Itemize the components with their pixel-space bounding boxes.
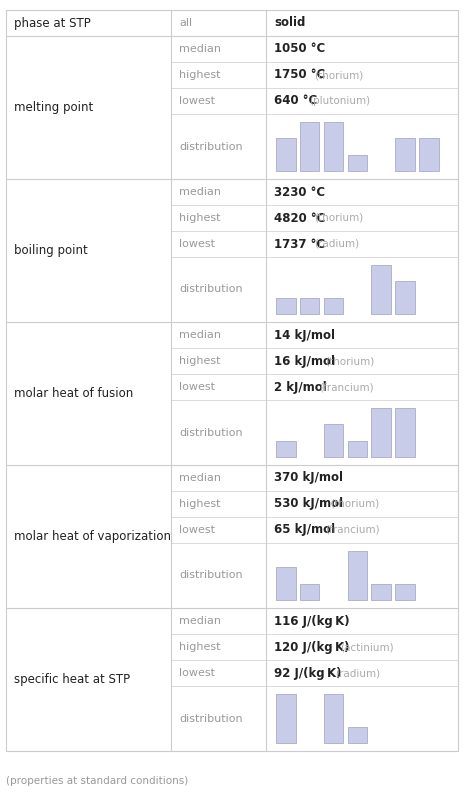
Text: lowest: lowest (179, 525, 214, 535)
Bar (347, 154, 366, 171)
Text: highest: highest (179, 213, 220, 223)
Text: (francium): (francium) (324, 525, 379, 535)
Text: median: median (179, 330, 220, 340)
Text: 2 kJ/mol: 2 kJ/mol (274, 380, 326, 394)
Bar (394, 281, 414, 314)
Text: highest: highest (179, 642, 220, 652)
Text: 116 J/(kg K): 116 J/(kg K) (274, 615, 349, 627)
Bar (347, 727, 366, 743)
Bar (323, 122, 343, 171)
Bar (299, 122, 319, 171)
Text: highest: highest (179, 499, 220, 509)
Text: 370 kJ/mol: 370 kJ/mol (274, 471, 342, 485)
Text: (radium): (radium) (314, 239, 359, 249)
Text: distribution: distribution (179, 714, 242, 724)
Text: 14 kJ/mol: 14 kJ/mol (274, 329, 334, 341)
Text: 1050 °C: 1050 °C (274, 43, 325, 55)
Text: highest: highest (179, 70, 220, 80)
Text: melting point: melting point (14, 101, 93, 114)
Text: median: median (179, 187, 220, 197)
Text: 1750 °C: 1750 °C (274, 68, 325, 82)
Bar (275, 694, 295, 743)
Text: (thorium): (thorium) (324, 356, 373, 366)
Bar (275, 567, 295, 600)
Text: (thorium): (thorium) (314, 213, 363, 223)
Text: (thorium): (thorium) (329, 499, 378, 509)
Text: (radium): (radium) (334, 668, 380, 678)
Bar (275, 139, 295, 171)
Bar (370, 584, 390, 600)
Text: phase at STP: phase at STP (14, 17, 91, 29)
Bar (299, 584, 319, 600)
Text: lowest: lowest (179, 668, 214, 678)
Text: all: all (179, 18, 192, 28)
Text: highest: highest (179, 356, 220, 366)
Bar (323, 694, 343, 743)
Text: 65 kJ/mol: 65 kJ/mol (274, 524, 334, 536)
Bar (394, 408, 414, 457)
Text: distribution: distribution (179, 284, 242, 295)
Text: lowest: lowest (179, 382, 214, 392)
Bar (323, 298, 343, 314)
Text: 530 kJ/mol: 530 kJ/mol (274, 497, 342, 511)
Bar (418, 139, 438, 171)
Bar (275, 440, 295, 457)
Text: 92 J/(kg K): 92 J/(kg K) (274, 667, 341, 680)
Bar (394, 139, 414, 171)
Text: boiling point: boiling point (14, 244, 88, 257)
Text: 3230 °C: 3230 °C (274, 185, 325, 199)
Text: molar heat of vaporization: molar heat of vaporization (14, 530, 171, 543)
Text: 1737 °C: 1737 °C (274, 238, 325, 250)
Text: (thorium): (thorium) (314, 70, 363, 80)
Bar (323, 425, 343, 457)
Bar (394, 584, 414, 600)
Text: median: median (179, 616, 220, 626)
Text: median: median (179, 44, 220, 54)
Text: lowest: lowest (179, 239, 214, 249)
Bar (370, 265, 390, 314)
Text: 120 J/(kg K): 120 J/(kg K) (274, 641, 349, 653)
Text: (francium): (francium) (319, 382, 374, 392)
Text: molar heat of fusion: molar heat of fusion (14, 387, 133, 400)
Text: distribution: distribution (179, 570, 242, 581)
Text: specific heat at STP: specific heat at STP (14, 673, 130, 686)
Text: 16 kJ/mol: 16 kJ/mol (274, 355, 334, 367)
Text: (plutonium): (plutonium) (308, 96, 369, 106)
Bar (347, 551, 366, 600)
Bar (275, 298, 295, 314)
Text: lowest: lowest (179, 96, 214, 106)
Text: 640 °C: 640 °C (274, 94, 317, 108)
Text: 4820 °C: 4820 °C (274, 211, 325, 224)
Text: distribution: distribution (179, 142, 242, 151)
Text: distribution: distribution (179, 428, 242, 437)
Bar (347, 440, 366, 457)
Text: solid: solid (274, 17, 305, 29)
Bar (370, 408, 390, 457)
Text: median: median (179, 473, 220, 483)
Text: (properties at standard conditions): (properties at standard conditions) (6, 776, 188, 786)
Bar (299, 298, 319, 314)
Text: (actinium): (actinium) (340, 642, 393, 652)
